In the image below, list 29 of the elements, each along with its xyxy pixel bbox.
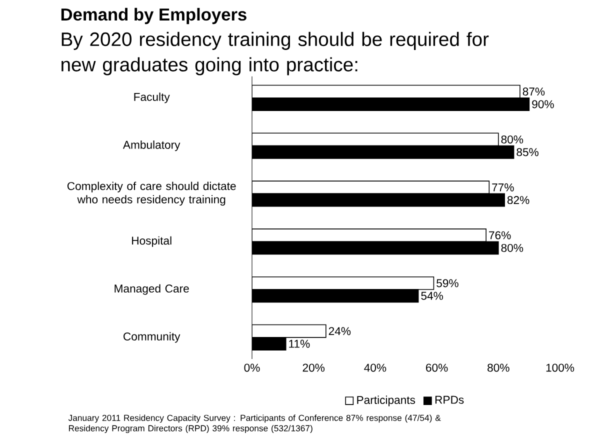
data-label: 87% — [522, 88, 545, 96]
chart-subtitle: By 2020 residency training should be required for new graduates going into practice: — [62, 32, 489, 76]
data-label: 80% — [501, 244, 524, 252]
x-tick-label: 0% — [244, 364, 260, 372]
x-tick-label: 20% — [302, 364, 325, 372]
chart-title: Demand by Employers — [61, 8, 246, 24]
x-tick-label: 80% — [488, 364, 510, 372]
text: January 2011 Residency Capacity Survey : Participants of Conference 87% response (47/54) & Residency Program Directors (RPD) 39% response (532/1367) — [68, 414, 441, 434]
data-label: 85% — [516, 148, 538, 156]
legend-label: RPDs — [435, 396, 464, 404]
data-label: 90% — [532, 100, 554, 108]
data-label: 24% — [328, 327, 351, 336]
y-tick-label: Community — [124, 332, 180, 343]
data-label: 59% — [436, 279, 458, 288]
x-tick-label: 60% — [426, 364, 448, 372]
y-tick-label: Ambulatory — [122, 140, 180, 152]
y-tick-label: Complexity of care should dictate who needs residency training — [67, 182, 236, 206]
x-tick-label: 100% — [546, 364, 574, 372]
data-label: 82% — [507, 196, 530, 204]
x-tick-label: 40% — [364, 364, 386, 372]
y-tick-label: Faculty — [134, 92, 170, 104]
data-label: 11% — [289, 340, 310, 348]
data-label: 76% — [489, 231, 511, 240]
data-label: 54% — [421, 292, 444, 300]
data-label: 77% — [492, 183, 514, 192]
data-label: 80% — [501, 135, 524, 144]
y-tick-label: Hospital — [132, 236, 172, 247]
y-tick-label: Managed Care — [114, 284, 189, 295]
legend-label: Participants — [357, 396, 416, 406]
